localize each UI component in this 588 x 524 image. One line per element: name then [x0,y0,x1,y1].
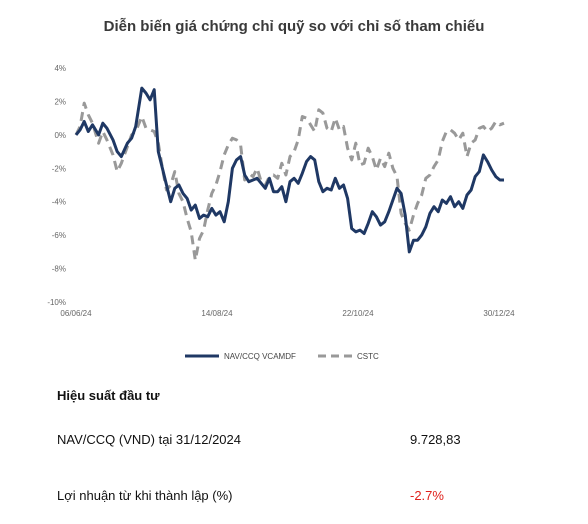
y-tick-label: -6% [52,231,66,240]
legend-label-nav: NAV/CCQ VCAMDF [224,352,296,361]
x-tick-label: 06/06/24 [60,309,92,318]
y-tick-label: 4% [54,64,66,73]
y-tick-label: -2% [52,164,66,173]
chart-title: Diễn biến giá chứng chỉ quỹ so với chỉ s… [103,18,485,35]
y-tick-label: 2% [54,97,66,106]
y-tick-label: 0% [54,131,66,140]
return-value: -2.7% [410,488,444,503]
line-chart: 4% 2% 0% -2% -4% -6% -8% -10% 06/06/24 14/08/24 2… [47,64,515,361]
y-tick-label: -8% [52,265,66,274]
legend-label-cstc: CSTC [357,352,379,361]
return-label: Lợi nhuận từ khi thành lập (%) [57,488,233,503]
x-tick-label: 14/08/24 [201,309,233,318]
y-axis-ticks: 4% 2% 0% -2% -4% -6% -8% -10% [47,64,66,307]
performance-heading: Hiệu suất đầu tư [57,388,160,403]
x-tick-label: 30/12/24 [483,309,515,318]
x-axis-ticks: 06/06/24 14/08/24 22/10/24 30/12/24 [60,309,515,318]
y-tick-label: -10% [47,298,66,307]
series-layer [74,86,505,262]
x-tick-label: 22/10/24 [342,309,374,318]
chart-legend: NAV/CCQ VCAMDF CSTC [185,352,379,361]
nav-label: NAV/CCQ (VND) tại 31/12/2024 [57,432,241,447]
series-nav-line [74,86,504,254]
y-tick-label: -4% [52,198,66,207]
nav-value: 9.728,83 [410,432,461,447]
series-cstc-line [74,101,505,262]
